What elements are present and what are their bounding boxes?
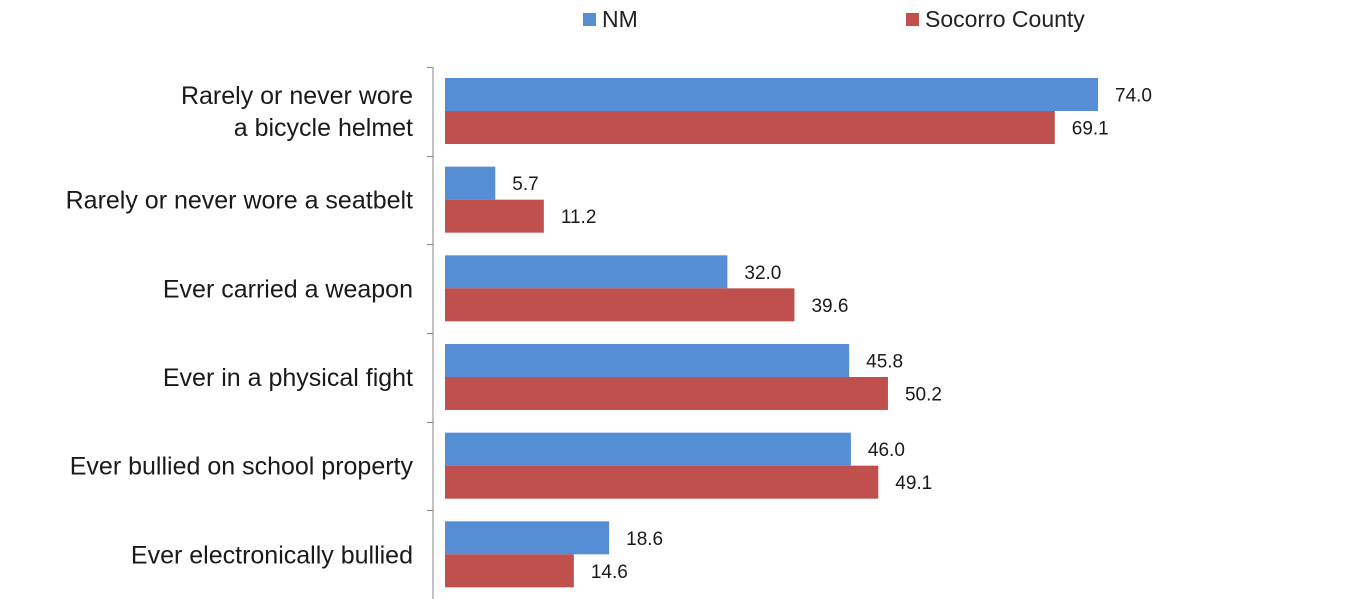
- value-label-socorro: 50.2: [905, 385, 942, 406]
- category-label: Rarely or never wore: [181, 82, 413, 110]
- legend-nm-swatch: [583, 12, 596, 26]
- bar-nm: [445, 521, 610, 555]
- value-label-nm: 45.8: [866, 352, 903, 373]
- bar-nm: [445, 166, 496, 200]
- bar-socorro: [445, 377, 888, 410]
- legend-nm-label: NM: [602, 5, 638, 32]
- category-label: Rarely or never wore a seatbelt: [66, 187, 413, 215]
- category-label: Ever bullied on school property: [70, 453, 414, 481]
- legend-socorro-swatch: [906, 12, 919, 26]
- bar-socorro: [445, 554, 574, 588]
- bar-socorro: [445, 288, 795, 322]
- bar-nm: [445, 255, 728, 289]
- value-label-nm: 74.0: [1115, 86, 1152, 107]
- legend-socorro: Socorro County: [906, 4, 1085, 34]
- category-label: a bicycle helmet: [234, 114, 413, 142]
- value-label-socorro: 11.2: [561, 207, 597, 228]
- legend-nm: NM: [583, 4, 638, 34]
- value-label-socorro: 14.6: [591, 562, 628, 583]
- value-label-nm: 5.7: [512, 174, 538, 195]
- value-label-socorro: 39.6: [811, 296, 848, 317]
- bar-socorro: [445, 111, 1055, 144]
- value-label-nm: 18.6: [626, 529, 663, 550]
- category-label: Ever in a physical fight: [163, 364, 413, 392]
- value-label-socorro: 49.1: [895, 473, 932, 494]
- legend-socorro-label: Socorro County: [925, 5, 1085, 32]
- value-label-socorro: 69.1: [1072, 119, 1109, 140]
- bar-nm: [445, 344, 850, 377]
- value-label-nm: 46.0: [868, 440, 905, 461]
- bar-socorro: [445, 199, 544, 233]
- bar-nm: [445, 78, 1098, 111]
- category-label: Ever electronically bullied: [131, 541, 413, 569]
- bar-nm: [445, 432, 851, 466]
- category-label: Ever carried a weapon: [163, 275, 413, 303]
- bar-socorro: [445, 465, 879, 499]
- value-label-nm: 32.0: [744, 263, 781, 284]
